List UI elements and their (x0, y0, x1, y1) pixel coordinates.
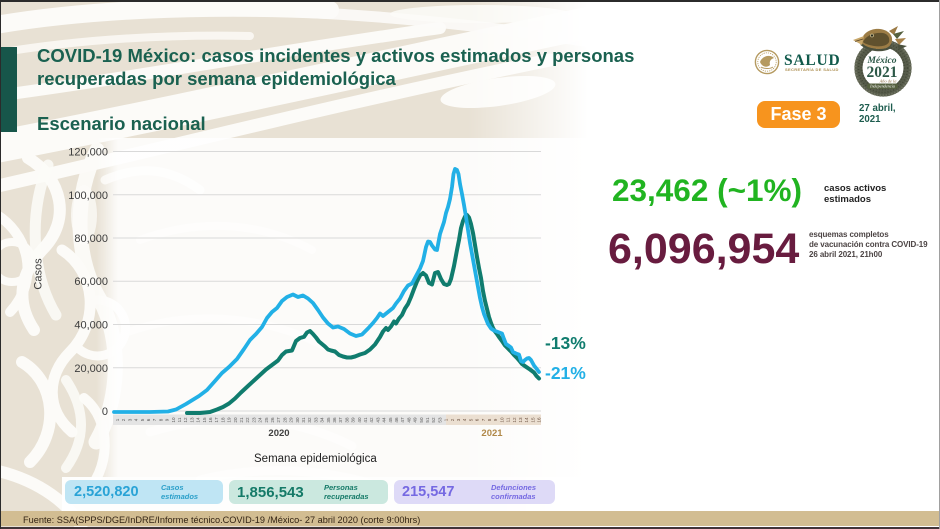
svg-text:13: 13 (189, 417, 194, 423)
svg-text:3: 3 (456, 418, 461, 421)
svg-text:8: 8 (487, 418, 492, 421)
svg-text:11: 11 (506, 417, 511, 422)
svg-text:2021: 2021 (867, 64, 898, 81)
svg-text:5: 5 (468, 418, 473, 421)
svg-text:1: 1 (444, 418, 449, 421)
svg-text:Año de la: Año de la (879, 79, 898, 84)
svg-text:44: 44 (382, 417, 387, 423)
svg-text:27: 27 (276, 417, 281, 423)
svg-text:40,000: 40,000 (74, 320, 108, 332)
svg-text:7: 7 (152, 418, 157, 421)
svg-text:41: 41 (363, 417, 368, 423)
svg-text:35: 35 (326, 417, 331, 423)
svg-text:48: 48 (406, 417, 411, 423)
svg-text:9: 9 (165, 418, 170, 421)
svg-text:37: 37 (338, 417, 343, 423)
svg-text:10: 10 (499, 417, 504, 423)
svg-text:5: 5 (140, 418, 145, 421)
svg-text:19: 19 (227, 417, 232, 423)
svg-text:25: 25 (264, 417, 269, 423)
svg-text:18: 18 (220, 417, 225, 423)
svg-text:14: 14 (524, 417, 529, 423)
svg-text:Independencia: Independencia (869, 84, 895, 89)
svg-text:3: 3 (127, 418, 132, 421)
svg-text:49: 49 (413, 417, 418, 423)
svg-text:80,000: 80,000 (74, 233, 108, 245)
svg-text:1: 1 (115, 418, 120, 421)
svg-text:20: 20 (233, 417, 238, 423)
svg-text:47: 47 (400, 417, 405, 423)
svg-text:11: 11 (177, 417, 182, 422)
svg-text:7: 7 (481, 418, 486, 421)
svg-text:SALUD: SALUD (784, 52, 841, 69)
svg-text:10: 10 (171, 417, 176, 423)
svg-text:14: 14 (196, 417, 201, 423)
svg-text:36: 36 (332, 417, 337, 423)
svg-text:22: 22 (245, 417, 250, 423)
svg-text:SECRETARÍA DE SALUD: SECRETARÍA DE SALUD (785, 67, 839, 72)
svg-text:2: 2 (450, 418, 455, 421)
svg-text:45: 45 (388, 417, 393, 423)
svg-text:15: 15 (530, 417, 535, 423)
svg-text:26: 26 (270, 417, 275, 423)
svg-text:52: 52 (431, 417, 436, 423)
svg-text:13: 13 (518, 417, 523, 423)
svg-text:42: 42 (369, 417, 374, 423)
svg-text:29: 29 (289, 417, 294, 423)
svg-text:20,000: 20,000 (74, 363, 108, 375)
svg-text:40: 40 (357, 417, 362, 423)
svg-text:43: 43 (375, 417, 380, 423)
svg-text:34: 34 (320, 417, 325, 423)
svg-text:31: 31 (301, 417, 306, 423)
svg-text:2021: 2021 (481, 428, 503, 439)
svg-text:12: 12 (183, 417, 188, 423)
svg-text:15: 15 (202, 417, 207, 423)
svg-text:16: 16 (208, 417, 213, 423)
svg-text:28: 28 (282, 417, 287, 423)
svg-text:24: 24 (258, 417, 263, 423)
svg-text:30: 30 (295, 417, 300, 423)
svg-text:4: 4 (462, 418, 467, 421)
svg-text:9: 9 (493, 418, 498, 421)
svg-text:33: 33 (313, 417, 318, 423)
svg-text:0: 0 (102, 406, 108, 418)
svg-text:17: 17 (214, 417, 219, 423)
svg-text:21: 21 (239, 417, 244, 423)
svg-text:8: 8 (158, 418, 163, 421)
svg-text:12: 12 (512, 417, 517, 423)
svg-text:51: 51 (425, 417, 430, 423)
svg-text:50: 50 (419, 417, 424, 423)
svg-text:100,000: 100,000 (68, 190, 108, 202)
svg-text:32: 32 (307, 417, 312, 423)
svg-text:6: 6 (146, 418, 151, 421)
svg-text:38: 38 (344, 417, 349, 423)
svg-text:México: México (866, 56, 896, 66)
svg-text:4: 4 (134, 418, 139, 421)
svg-text:2020: 2020 (268, 428, 289, 439)
svg-text:16: 16 (537, 417, 542, 423)
svg-text:60,000: 60,000 (74, 276, 108, 288)
svg-text:53: 53 (437, 417, 442, 423)
svg-text:23: 23 (251, 417, 256, 423)
svg-text:2: 2 (121, 418, 126, 421)
svg-text:6: 6 (475, 418, 480, 421)
svg-text:46: 46 (394, 417, 399, 423)
svg-text:39: 39 (351, 417, 356, 423)
svg-text:120,000: 120,000 (68, 147, 108, 159)
